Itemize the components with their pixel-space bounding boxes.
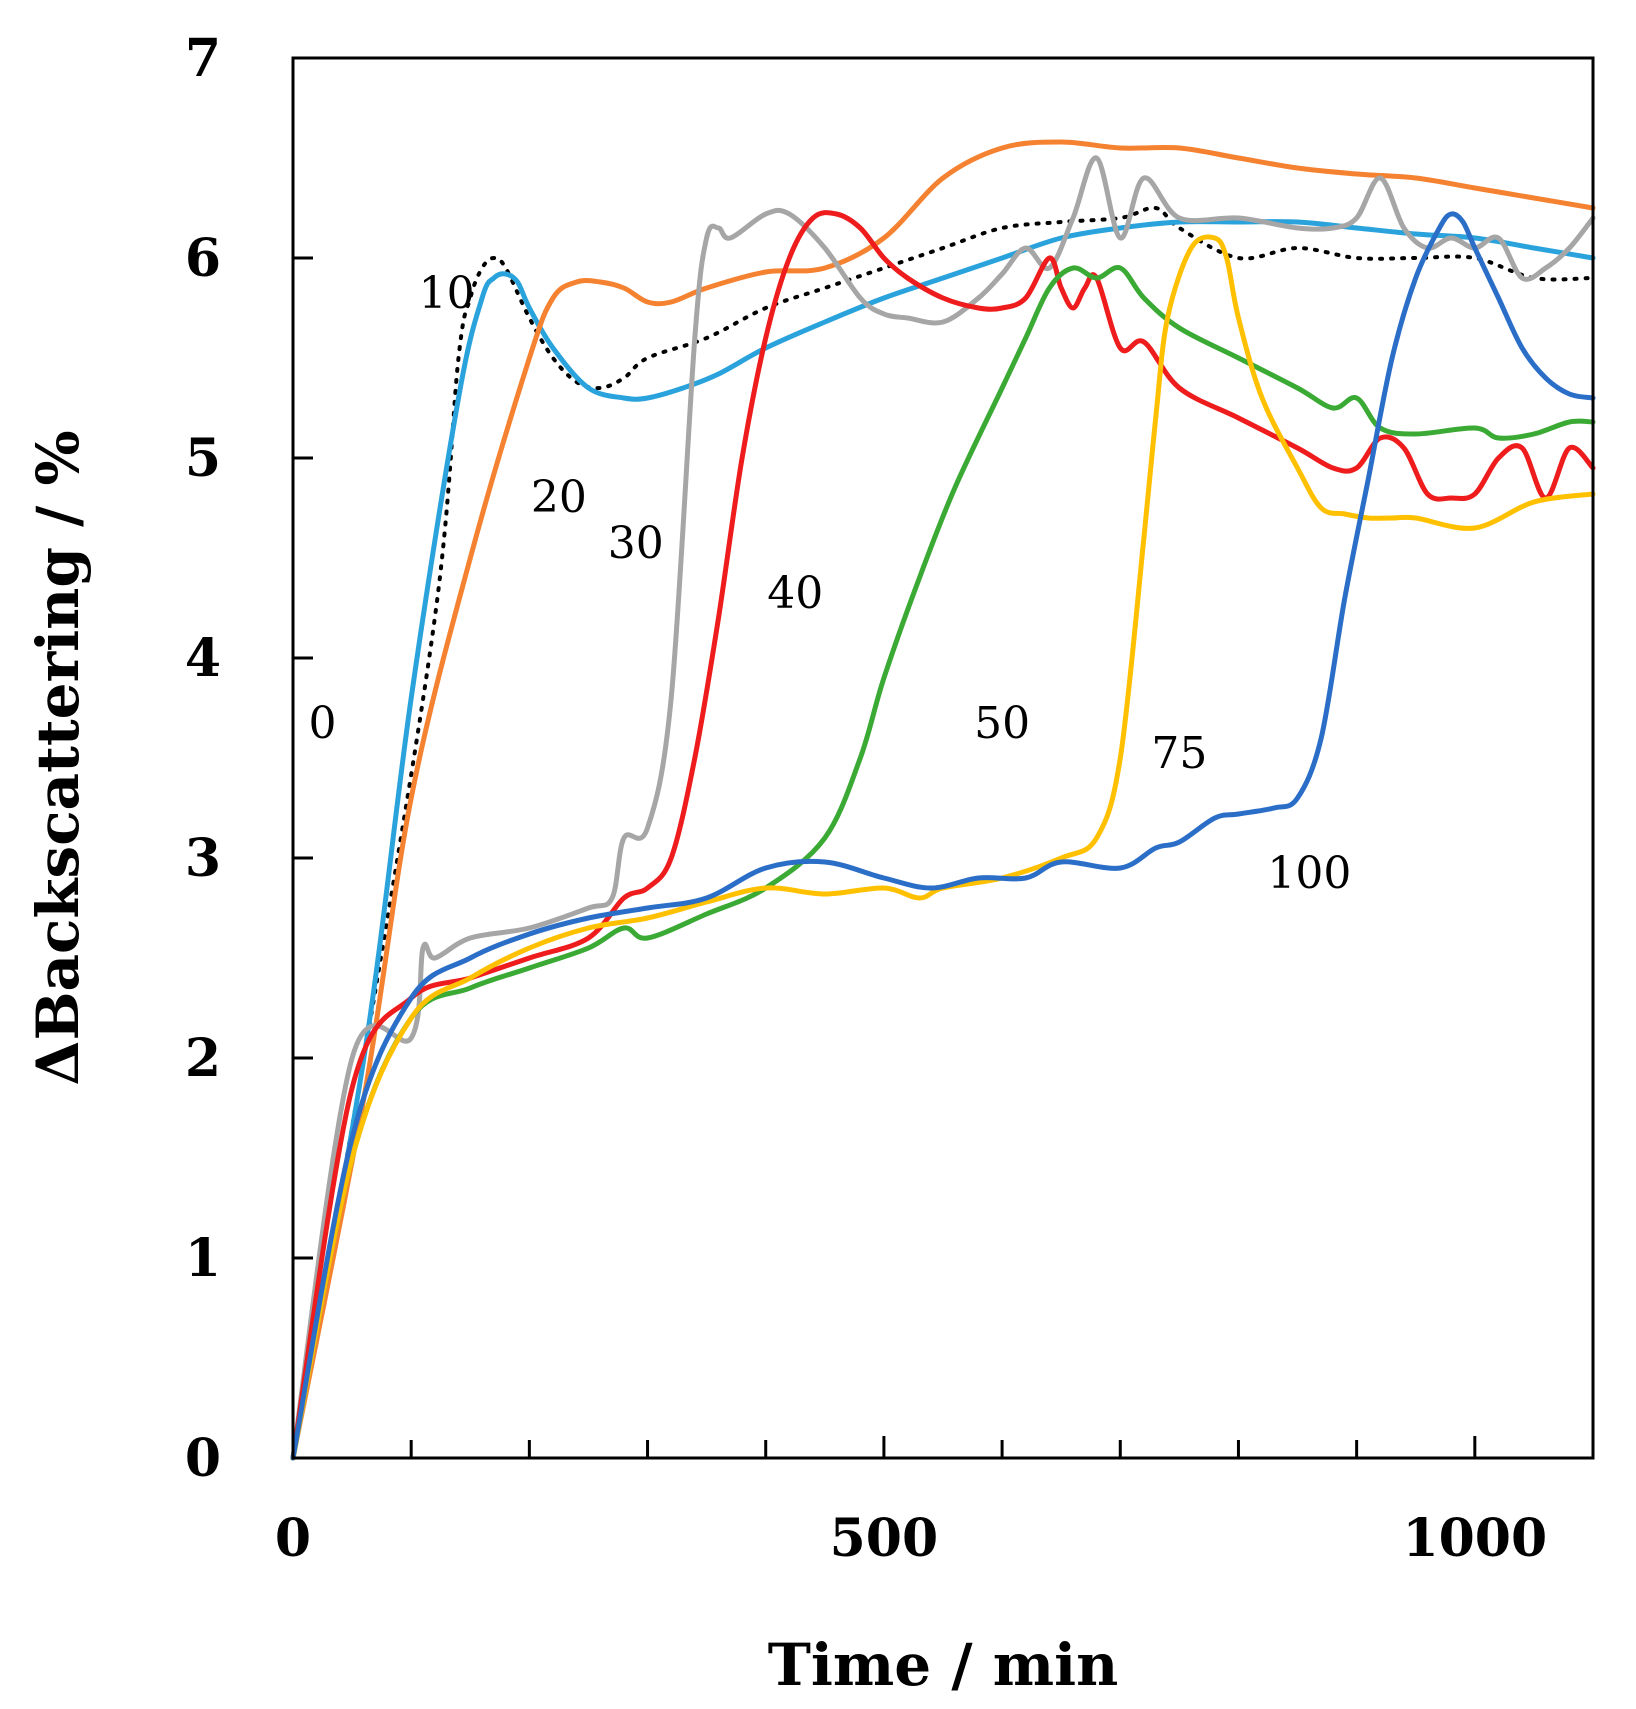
series-label-100: 100	[1267, 848, 1351, 899]
y-tick-label: 7	[185, 28, 221, 89]
series-line-75	[290, 234, 1596, 1461]
y-tick-label: 5	[185, 428, 221, 489]
series-labels: 0 10 20 30 40 50 75 100	[309, 268, 1352, 899]
series-line-30	[290, 155, 1596, 1461]
x-tick-label: 1000	[1402, 1508, 1547, 1569]
y-tick-label: 4	[185, 628, 221, 689]
series-label-50: 50	[974, 698, 1030, 749]
series-label-30: 30	[608, 518, 664, 569]
series-label-10: 10	[419, 268, 475, 319]
series-line-0	[291, 205, 1595, 1460]
y-axis-title: ΔBackscattering / %	[24, 430, 92, 1085]
x-tick-label: 500	[830, 1508, 939, 1569]
series-line-20	[290, 139, 1596, 1461]
y-tick-label: 6	[185, 228, 221, 289]
series-line-50	[290, 265, 1596, 1461]
series-line-100	[290, 211, 1596, 1461]
y-tick-label: 3	[185, 828, 221, 889]
series-label-75: 75	[1151, 728, 1207, 779]
y-tick-label: 2	[185, 1028, 221, 1089]
y-tick-label: 1	[185, 1228, 221, 1289]
x-axis: 0 500 1000	[275, 1436, 1547, 1569]
series-line-40	[290, 210, 1596, 1461]
series-label-40: 40	[767, 568, 823, 619]
series-line-10	[290, 219, 1596, 1461]
x-tick-label: 0	[275, 1508, 311, 1569]
series-label-20: 20	[531, 472, 587, 523]
y-tick-label: 0	[185, 1428, 221, 1489]
series-label-0: 0	[309, 698, 337, 749]
y-axis: 0 1 2 3 4 5 6 7	[185, 28, 313, 1489]
x-axis-title: Time / min	[768, 1631, 1119, 1699]
series-layer	[290, 139, 1596, 1461]
plot-frame	[291, 56, 1595, 1460]
